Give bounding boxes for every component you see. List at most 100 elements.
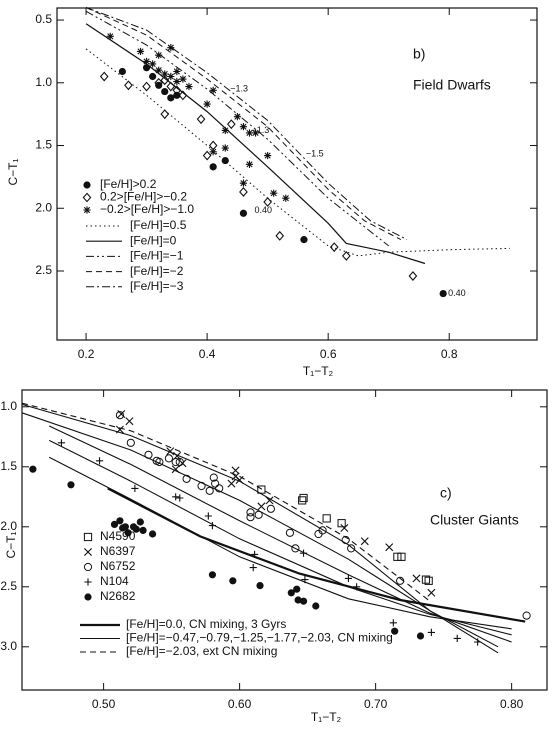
marker [171,457,180,467]
marker [95,457,104,465]
marker [412,574,421,583]
x-tick-label: 0.2 [78,347,95,361]
y-axis-label: C−T₁ [6,158,20,185]
marker [67,481,75,489]
marker [221,126,229,135]
annotation: 0.40 [254,205,272,215]
legend-label: N2682 [100,589,136,603]
legend-label: [Fe/H]=0 [130,233,177,247]
marker [257,502,266,511]
y-tick-label: 2.0 [35,200,52,214]
marker [318,526,327,535]
marker [178,90,188,101]
marker [167,72,175,81]
marker [166,81,176,92]
legend-label: 0.2>[Fe/H]>−0.2 [100,190,187,204]
marker [84,593,92,601]
model-curve [85,7,402,241]
x-tick-label: 0.80 [500,697,524,711]
marker [155,81,163,89]
marker [116,517,124,525]
model-curve [85,10,390,247]
marker [106,32,114,40]
model-curve [21,402,431,602]
marker [329,242,339,253]
marker [275,230,285,241]
marker [155,66,163,74]
marker [160,109,170,120]
marker [125,417,134,426]
marker [173,77,181,86]
marker [208,522,217,530]
marker [416,632,425,640]
marker [301,576,309,584]
legend-label: N6752 [100,559,136,573]
x-axis-label: T₁−T₂ [311,710,342,724]
marker [154,77,164,88]
marker [57,439,66,447]
marker [118,67,126,76]
marker [155,51,163,59]
marker [249,564,257,572]
marker [142,81,151,92]
marker [408,271,418,281]
marker [231,466,240,475]
marker [245,160,254,168]
marker [227,479,236,488]
marker [173,67,181,76]
marker [205,486,214,495]
marker [173,91,181,99]
x-tick-label: 0.70 [364,697,388,711]
marker [139,526,147,535]
legend-label: [Fe/H]=−2 [130,264,184,278]
marker [396,576,405,585]
marker [298,496,307,505]
marker [83,562,93,572]
marker [337,519,346,528]
y-tick-label: 3.0 [0,639,17,653]
marker [264,151,272,160]
legend-label: [Fe/H]=−0.47,−0.79,−1.25,−1.77,−2.03, CN… [126,631,393,645]
y-tick-label: 2.5 [0,579,17,593]
marker [83,532,93,542]
marker [229,577,237,585]
x-axis-label: T₁−T₂ [303,364,334,378]
marker [166,447,175,456]
marker [299,597,308,605]
y-tick-label: 2.0 [0,519,17,533]
marker [246,513,255,522]
marker [121,523,129,531]
annotation: −1.3 [230,83,248,93]
marker [522,611,531,620]
marker [282,194,290,202]
marker [131,484,139,492]
marker [29,465,37,473]
marker [250,550,259,558]
marker [171,465,180,474]
marker [299,549,308,557]
marker [221,156,229,165]
marker [176,494,184,502]
legend-label: [Fe/H]=−3 [130,279,184,293]
annotation: 0.40 [448,288,466,298]
model-curve [85,48,510,257]
marker [209,86,217,94]
marker [439,289,447,298]
marker [136,518,144,526]
marker [391,627,399,635]
marker [246,508,255,517]
marker [251,129,260,137]
marker [155,457,164,467]
marker [209,473,218,482]
marker [149,72,157,81]
marker [167,44,175,52]
marker [270,189,278,197]
marker [84,548,92,556]
marker [172,85,182,96]
marker [175,457,184,467]
marker [126,438,135,447]
marker [239,209,248,217]
marker [389,619,397,627]
annotation: −1.3 [251,125,269,135]
